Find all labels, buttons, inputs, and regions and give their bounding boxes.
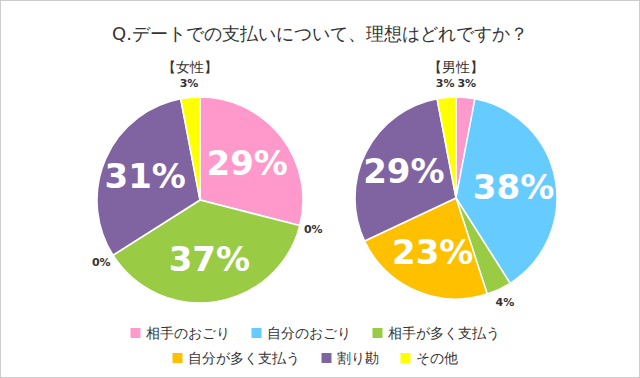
legend-swatch [252,328,262,338]
data-label: 29% [207,143,288,183]
legend-item: 相手のおごり [131,325,230,341]
legend-swatch [322,353,332,363]
pie [355,97,557,299]
legend-swatch [373,328,383,338]
chart-title: Q.デートでの支払いについて、理想はどれですか？ [112,23,528,44]
legend-swatch [173,353,183,363]
legend-item: 割り勘 [322,350,379,366]
data-label: 29% [363,151,444,191]
data-label: 3% [457,77,476,90]
legend-label: 相手のおごり [146,325,230,341]
data-label: 38% [473,167,554,207]
legend-label: 割り勘 [337,350,379,366]
pie [97,97,303,303]
legend-label: その他 [416,350,458,366]
legend-item: その他 [401,350,458,366]
legend-label: 自分が多く支払う [188,350,300,366]
legend-item: 自分のおごり [252,325,351,341]
data-labels: 29% 0% 37% 0% 31% 3% [92,77,323,279]
data-label: 23% [392,232,473,272]
legend: 相手のおごり 自分のおごり 相手が多く支払う自分が多く支払う 割り勘 その他 [131,325,500,366]
legend-swatch [131,328,141,338]
legend-label: 相手が多く支払う [388,325,500,341]
legend-item: 自分が多く支払う [173,350,300,366]
data-label: 3% [180,77,199,90]
pie-title: 【女性】 [162,59,218,75]
legend-swatch [401,353,411,363]
pie-title: 【男性】 [428,59,484,75]
legend-item: 相手が多く支払う [373,325,500,341]
data-label: 3% [436,77,455,90]
legend-label: 自分のおごり [267,325,351,341]
frame [1,1,640,378]
data-label: 0% [304,223,323,236]
chart-svg: Q.デートでの支払いについて、理想はどれですか？ 【女性】 29% 0% 37% 0% 31… [0,0,640,378]
data-label: 37% [169,239,250,279]
data-label: 31% [104,156,185,196]
data-label: 4% [496,296,515,309]
data-label: 0% [92,256,111,269]
data-labels: 3% 38% 4% 23% 29% 3% [363,77,554,309]
chart-container: Q.デートでの支払いについて、理想はどれですか？ 【女性】 29% 0% 37% 0% 31… [0,0,640,378]
